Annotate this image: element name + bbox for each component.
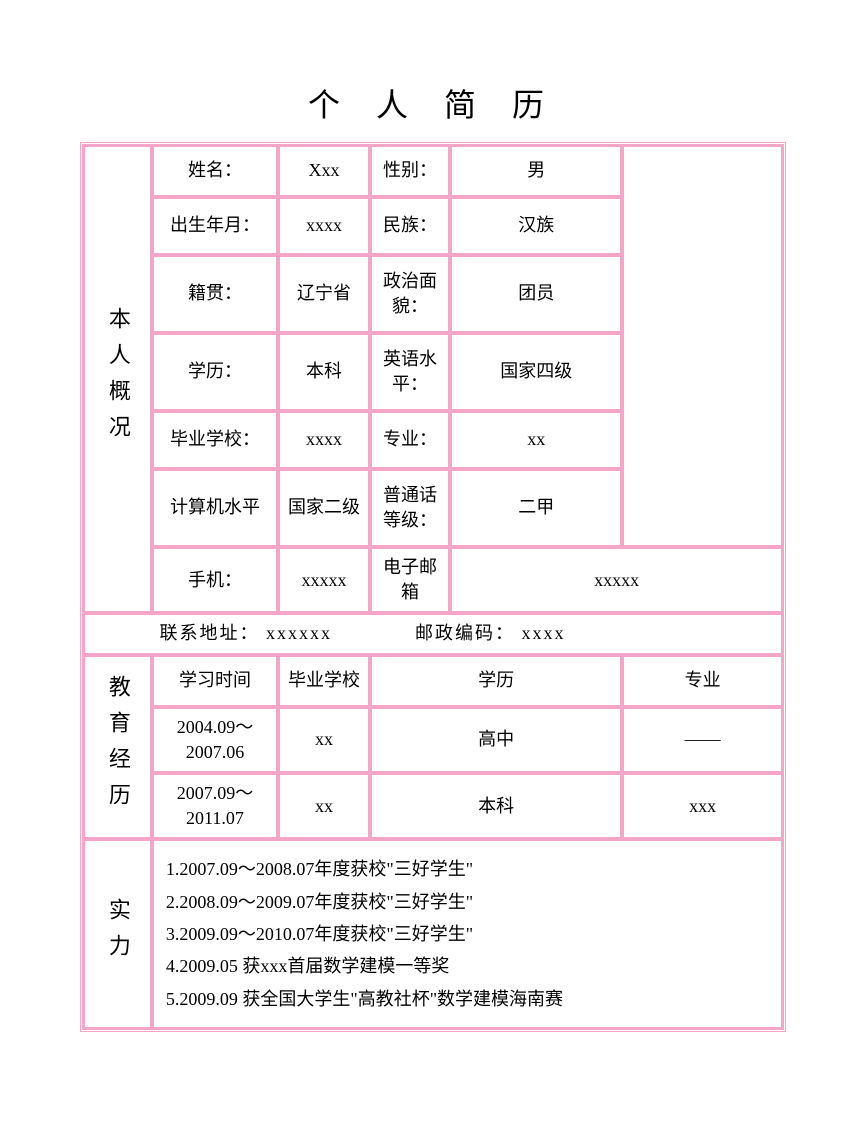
edu-row-degree: 高中 — [370, 707, 622, 773]
label-origin: 籍贯： — [152, 255, 278, 333]
edu-row-major: xxx — [622, 773, 783, 839]
edu-row-major: —— — [622, 707, 783, 773]
value-ethnic: 汉族 — [450, 197, 622, 255]
edu-row-degree: 本科 — [370, 773, 622, 839]
label-english: 英语水平： — [370, 333, 450, 411]
value-birth: xxxx — [278, 197, 370, 255]
value-gender: 男 — [450, 145, 622, 197]
value-school: xxxx — [278, 411, 370, 469]
label-birth: 出生年月： — [152, 197, 278, 255]
strength-item: 4.2009.05 获xxx首届数学建模一等奖 — [162, 950, 773, 982]
resume-table: 本人概况 姓名： Xxx 性别： 男 出生年月： xxxx 民族： 汉族 籍贯：… — [80, 142, 786, 1032]
label-political: 政治面貌： — [370, 255, 450, 333]
label-name: 姓名： — [152, 145, 278, 197]
label-gender: 性别： — [370, 145, 450, 197]
address-row: 联系地址： xxxxxx 邮政编码： xxxx — [83, 613, 783, 654]
label-computer: 计算机水平 — [152, 469, 278, 547]
section-label-strength: 实力 — [83, 839, 152, 1029]
strength-content: 1.2007.09～2008.07年度获校"三好学生" 2.2008.09～20… — [152, 839, 783, 1029]
label-phone: 手机： — [152, 547, 278, 613]
strength-item: 5.2009.09 获全国大学生"高教社杯"数学建模海南赛 — [162, 983, 773, 1015]
edu-header-degree: 学历 — [370, 655, 622, 707]
label-degree: 学历： — [152, 333, 278, 411]
value-computer: 国家二级 — [278, 469, 370, 547]
edu-row-school: xx — [278, 707, 370, 773]
edu-row-time: 2004.09～2007.06 — [152, 707, 278, 773]
section-label-education: 教育经历 — [83, 655, 152, 840]
value-phone: xxxxx — [278, 547, 370, 613]
section-label-basic: 本人概况 — [83, 145, 152, 613]
value-origin: 辽宁省 — [278, 255, 370, 333]
edu-row-time: 2007.09～2011.07 — [152, 773, 278, 839]
value-address: xxxxxx — [266, 623, 332, 643]
value-degree: 本科 — [278, 333, 370, 411]
label-address: 联系地址： — [160, 623, 260, 643]
edu-header-time: 学习时间 — [152, 655, 278, 707]
edu-header-school: 毕业学校 — [278, 655, 370, 707]
photo-placeholder — [622, 145, 783, 547]
edu-row-school: xx — [278, 773, 370, 839]
value-political: 团员 — [450, 255, 622, 333]
value-postcode: xxxx — [522, 623, 566, 643]
value-email: xxxxx — [450, 547, 783, 613]
strength-item: 2.2008.09～2009.07年度获校"三好学生" — [162, 886, 773, 918]
edu-header-major: 专业 — [622, 655, 783, 707]
strength-item: 3.2009.09～2010.07年度获校"三好学生" — [162, 918, 773, 950]
label-ethnic: 民族： — [370, 197, 450, 255]
label-mandarin: 普通话等级： — [370, 469, 450, 547]
label-postcode: 邮政编码： — [415, 623, 515, 643]
value-english: 国家四级 — [450, 333, 622, 411]
value-name: Xxx — [278, 145, 370, 197]
value-major: xx — [450, 411, 622, 469]
value-mandarin: 二甲 — [450, 469, 622, 547]
label-major: 专业： — [370, 411, 450, 469]
page-title: 个 人 简 历 — [80, 80, 786, 126]
label-email: 电子邮箱 — [370, 547, 450, 613]
strength-item: 1.2007.09～2008.07年度获校"三好学生" — [162, 853, 773, 885]
label-school: 毕业学校： — [152, 411, 278, 469]
